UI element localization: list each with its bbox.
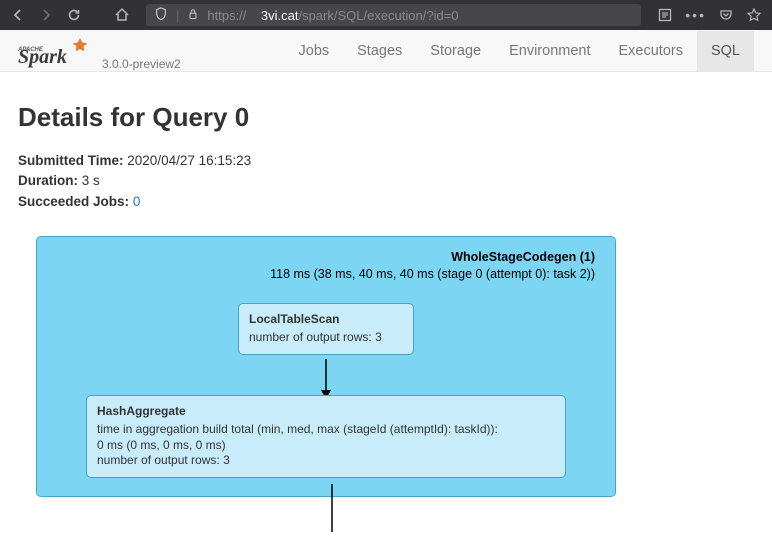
app-header: APACHE Spark 3.0.0-preview2 Jobs Stages … [0, 30, 772, 72]
version-text: 3.0.0-preview2 [102, 57, 181, 71]
pocket-icon[interactable] [718, 7, 734, 23]
connector-2 [326, 484, 338, 532]
star-icon[interactable] [746, 7, 762, 23]
reader-icon[interactable] [657, 7, 673, 23]
reload-icon[interactable] [66, 7, 82, 23]
meta-submitted: Submitted Time: 2020/04/27 16:15:23 [18, 151, 754, 171]
svg-text:Spark: Spark [18, 46, 67, 68]
nav-tabs: Jobs Stages Storage Environment Executor… [285, 31, 755, 71]
stage-title-text: WholeStageCodegen (1) [51, 249, 595, 266]
meta-block: Submitted Time: 2020/04/27 16:15:23 Dura… [18, 151, 754, 212]
browser-right-icons: ••• [657, 7, 762, 23]
more-icon[interactable]: ••• [685, 7, 706, 23]
query-plan: WholeStageCodegen (1) 118 ms (38 ms, 40 … [36, 236, 754, 497]
tab-jobs[interactable]: Jobs [285, 31, 344, 71]
tab-storage[interactable]: Storage [416, 31, 495, 71]
meta-succeeded: Succeeded Jobs: 0 [18, 192, 754, 212]
browser-toolbar: | https:// 3vi.cat/spark/SQL/execution/?… [0, 0, 772, 30]
back-icon[interactable] [10, 7, 26, 23]
logo-area: APACHE Spark 3.0.0-preview2 [18, 31, 181, 71]
succeeded-label: Succeeded Jobs: [18, 194, 129, 209]
lock-icon [187, 8, 199, 23]
submitted-label: Submitted Time: [18, 153, 124, 168]
succeeded-link[interactable]: 0 [133, 194, 141, 209]
submitted-value: 2020/04/27 16:15:23 [127, 153, 251, 168]
wholestage-box: WholeStageCodegen (1) 118 ms (38 ms, 40 … [36, 236, 616, 497]
node1-title: LocalTableScan [249, 312, 403, 328]
url-prefix: https:// [207, 8, 246, 23]
tab-sql[interactable]: SQL [697, 31, 754, 71]
node-hashaggregate: HashAggregate time in aggregation build … [86, 395, 566, 478]
connector-1 [320, 359, 332, 399]
node2-line2: 0 ms (0 ms, 0 ms, 0 ms) [97, 438, 555, 454]
stage-subtitle: 118 ms (38 ms, 40 ms, 40 ms (stage 0 (at… [51, 266, 595, 283]
url-domain: 3vi.cat [261, 8, 299, 23]
home-icon[interactable] [114, 7, 130, 23]
tab-stages[interactable]: Stages [343, 31, 416, 71]
node2-title: HashAggregate [97, 404, 555, 420]
meta-duration: Duration: 3 s [18, 171, 754, 191]
node2-line3: number of output rows: 3 [97, 453, 555, 469]
tab-environment[interactable]: Environment [495, 31, 604, 71]
node2-line1: time in aggregation build total (min, me… [97, 422, 555, 438]
shield-icon [154, 7, 168, 24]
node-localtablescan: LocalTableScan number of output rows: 3 [238, 303, 414, 355]
duration-label: Duration: [18, 173, 78, 188]
url-path: /spark/SQL/execution/?id=0 [298, 8, 458, 23]
duration-value: 3 s [82, 173, 100, 188]
url-text: https:// 3vi.cat/spark/SQL/execution/?id… [207, 8, 458, 23]
page-title: Details for Query 0 [18, 102, 754, 133]
url-bar[interactable]: | https:// 3vi.cat/spark/SQL/execution/?… [146, 4, 641, 26]
stage-title: WholeStageCodegen (1) 118 ms (38 ms, 40 … [51, 249, 601, 283]
node1-line1: number of output rows: 3 [249, 330, 403, 346]
tab-executors[interactable]: Executors [605, 31, 697, 71]
page-content: Details for Query 0 Submitted Time: 2020… [0, 72, 772, 511]
spark-logo[interactable]: APACHE Spark [18, 31, 96, 69]
forward-icon[interactable] [38, 7, 54, 23]
